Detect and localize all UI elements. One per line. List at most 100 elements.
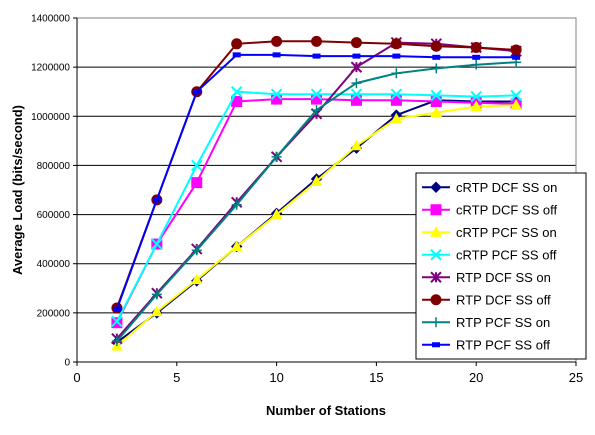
data-point <box>350 37 362 49</box>
data-point <box>350 139 363 151</box>
y-tick-label: 800000 <box>37 161 71 172</box>
data-point <box>191 245 202 256</box>
legend-marker <box>432 342 440 348</box>
series-crtp-pcf-ss-off <box>111 86 522 328</box>
series-crtp-pcf-ss-on <box>111 99 522 351</box>
data-point <box>271 151 282 162</box>
data-point <box>352 53 361 59</box>
data-point <box>311 93 323 105</box>
y-tick-label: 0 <box>64 358 70 369</box>
legend-label: cRTP PCF SS off <box>456 247 557 262</box>
data-point <box>191 177 203 189</box>
legend-label: RTP DCF SS on <box>456 270 551 285</box>
legend-marker <box>430 181 442 193</box>
legend-marker <box>430 294 442 306</box>
legend-label: RTP PCF SS off <box>456 337 550 352</box>
y-tick-label: 400000 <box>37 259 71 270</box>
legend-label: RTP PCF SS on <box>456 315 550 330</box>
data-point <box>151 238 163 250</box>
data-point <box>351 78 362 89</box>
legend-label: cRTP PCF SS on <box>456 225 557 240</box>
data-point <box>312 53 321 59</box>
data-point <box>270 88 283 100</box>
series-rtp-pcf-ss-on <box>111 57 522 347</box>
legend-marker <box>430 226 442 237</box>
series-group <box>111 35 522 351</box>
data-point <box>150 305 163 317</box>
data-point <box>270 208 283 220</box>
data-point <box>392 53 401 59</box>
legend-marker <box>430 249 442 261</box>
data-point <box>112 306 121 312</box>
data-point <box>192 89 201 95</box>
legend-label: RTP DCF SS off <box>456 292 551 307</box>
data-point <box>310 88 323 100</box>
legend-label: cRTP DCF SS on <box>456 180 557 195</box>
legend-marker <box>430 204 442 216</box>
data-point <box>151 289 162 300</box>
data-point <box>271 35 283 47</box>
data-point <box>390 112 403 124</box>
data-point <box>311 105 322 116</box>
legend-item: cRTP DCF SS on <box>422 180 557 195</box>
data-point <box>232 52 241 58</box>
data-point <box>231 199 242 210</box>
data-point <box>350 61 363 73</box>
data-point <box>470 90 482 103</box>
data-point <box>230 240 243 252</box>
legend-item: RTP DCF SS on <box>422 270 551 285</box>
data-point <box>311 35 323 47</box>
data-point <box>430 40 442 52</box>
legend-item: cRTP PCF SS on <box>422 225 557 240</box>
data-point <box>350 88 363 100</box>
data-point <box>470 100 483 111</box>
x-tick-label: 20 <box>469 370 483 385</box>
data-point <box>230 86 243 98</box>
data-point <box>431 63 442 74</box>
data-point <box>512 54 521 60</box>
data-point <box>231 38 243 50</box>
legend-marker <box>431 317 441 328</box>
x-tick-label: 15 <box>369 370 383 385</box>
series-rtp-pcf-ss-off <box>112 52 521 312</box>
data-point <box>471 59 482 70</box>
data-point <box>190 273 203 285</box>
data-point <box>390 88 403 100</box>
data-point <box>390 38 402 50</box>
x-tick-label: 5 <box>173 370 180 385</box>
y-tick-label: 200000 <box>37 308 71 319</box>
data-point <box>430 106 443 118</box>
data-point <box>391 68 402 79</box>
data-point <box>111 315 123 328</box>
data-point <box>472 54 481 60</box>
data-point <box>271 93 283 105</box>
data-point <box>430 89 442 102</box>
data-point <box>111 336 122 347</box>
data-point <box>470 41 482 53</box>
legend: cRTP DCF SS on cRTP DCF SS off cRTP PCF SS… <box>415 172 587 360</box>
legend-item: cRTP DCF SS off <box>422 202 558 217</box>
data-point <box>510 99 522 110</box>
x-axis-title: Number of Stations <box>266 403 386 418</box>
data-point <box>432 54 441 60</box>
x-tick-label: 10 <box>269 370 283 385</box>
y-tick-label: 1200000 <box>31 63 70 74</box>
y-tick-label: 600000 <box>37 210 71 221</box>
legend-item: RTP PCF SS off <box>422 337 550 352</box>
data-point <box>272 52 281 58</box>
legend-marker <box>430 271 442 283</box>
y-axis-title: Average Load (bits/second) <box>10 105 25 275</box>
legend-item: RTP DCF SS off <box>422 292 551 307</box>
data-point <box>191 159 203 172</box>
legend-label: cRTP DCF SS off <box>456 202 558 217</box>
x-tick-label: 0 <box>73 370 80 385</box>
data-point <box>310 175 323 186</box>
data-point <box>510 89 522 102</box>
axes: 0 200000 400000 600000 800000 1000000 1200000 1… <box>31 14 583 386</box>
legend-item: RTP PCF SS on <box>422 315 550 330</box>
legend-item: cRTP PCF SS off <box>422 247 557 262</box>
y-tick-label: 1000000 <box>31 112 70 123</box>
data-point <box>152 197 161 203</box>
legend-box <box>415 172 587 360</box>
